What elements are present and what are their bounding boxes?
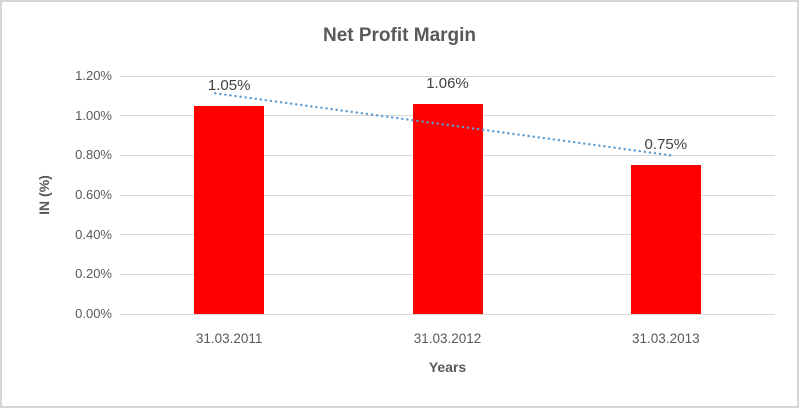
y-axis-tick-label: 0.80% bbox=[75, 147, 112, 163]
x-axis-tick-label: 31.03.2013 bbox=[632, 331, 700, 346]
gridline bbox=[120, 75, 775, 77]
bar-31.03.2013[interactable] bbox=[630, 165, 701, 314]
x-axis-tick-label: 31.03.2011 bbox=[195, 331, 263, 346]
x-axis-title: Years bbox=[428, 359, 467, 375]
bar-data-label: 0.75% bbox=[644, 136, 688, 154]
bar-31.03.2012[interactable] bbox=[412, 103, 483, 314]
gridline bbox=[120, 313, 775, 315]
bar-31.03.2011[interactable] bbox=[194, 105, 265, 314]
y-axis-tick-label: 1.20% bbox=[75, 68, 112, 83]
y-axis-tick-label: 0.20% bbox=[75, 266, 112, 282]
y-axis-tick-label: 0.60% bbox=[75, 187, 112, 202]
y-axis-tick-label: 1.00% bbox=[75, 107, 112, 123]
x-axis-tick-label: 31.03.2012 bbox=[413, 331, 482, 346]
bar-data-label: 1.05% bbox=[207, 76, 251, 94]
chart-title: Net Profit Margin bbox=[322, 25, 477, 46]
y-axis-tick-label: 0.40% bbox=[75, 226, 112, 242]
y-axis-tick-label: 0.00% bbox=[75, 306, 112, 321]
bar-data-label: 1.06% bbox=[426, 74, 469, 92]
